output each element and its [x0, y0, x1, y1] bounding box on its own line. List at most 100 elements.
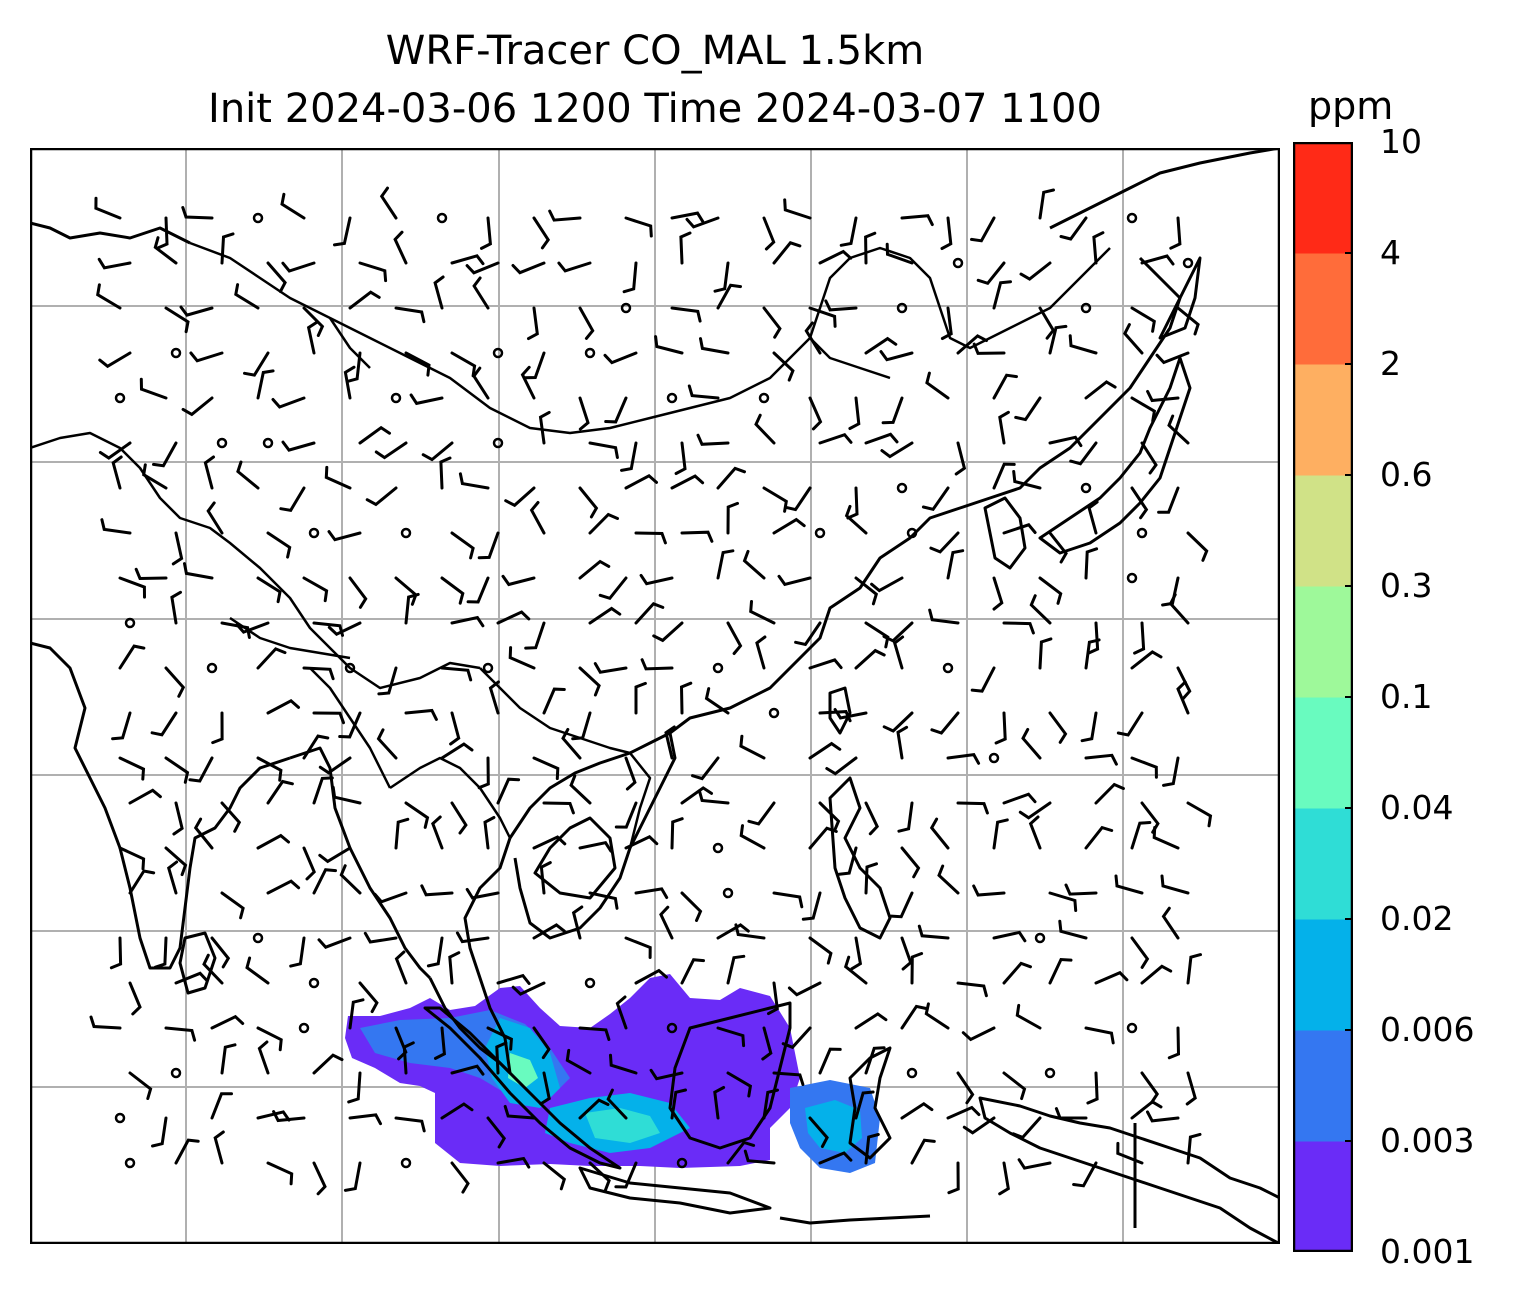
wind-barb	[1140, 254, 1175, 266]
wind-barb	[128, 1071, 153, 1100]
wind-barb	[761, 1026, 773, 1061]
wind-barb	[962, 1116, 996, 1135]
wind-barb	[578, 1098, 610, 1120]
wind-barb	[954, 441, 967, 476]
wind-barb	[404, 592, 420, 625]
wind-barb	[1140, 964, 1173, 985]
calm-wind-marker	[170, 1067, 182, 1079]
wind-barb	[578, 396, 590, 431]
wind-barb	[1130, 396, 1157, 423]
wind-barb	[946, 1105, 981, 1120]
wind-barb	[749, 600, 776, 625]
wind-barb	[111, 455, 123, 490]
map-border	[30, 148, 1280, 1244]
wind-barb	[128, 788, 162, 805]
wind-barb	[211, 711, 224, 745]
wind-barb	[318, 756, 352, 775]
wind-barb	[440, 1102, 474, 1120]
wind-barb	[339, 864, 362, 895]
wind-barb	[565, 1048, 592, 1075]
wind-barb	[588, 441, 619, 459]
wind-barb	[925, 371, 950, 400]
wind-barb	[496, 777, 521, 805]
coast-bay-east	[289, 746, 432, 980]
coast-russia	[1049, 148, 1280, 230]
wind-barb	[994, 711, 1007, 745]
colorbar-band	[1293, 1030, 1353, 1142]
wind-barb	[166, 860, 179, 895]
calm-wind-marker	[896, 482, 908, 494]
wind-barb	[956, 801, 989, 815]
wind-barb	[1169, 216, 1182, 250]
wind-barb	[210, 936, 231, 969]
calm-wind-marker	[492, 437, 504, 449]
wind-barb	[970, 216, 996, 243]
wind-barb	[833, 708, 868, 720]
wind-barb	[992, 818, 1009, 850]
wind-barb	[256, 647, 287, 670]
wind-barb	[345, 351, 362, 383]
wind-barb	[503, 1104, 536, 1120]
calm-wind-marker	[712, 662, 724, 674]
calm-wind-marker	[676, 1157, 688, 1169]
wind-barb	[532, 1026, 551, 1060]
colorbar-band	[1293, 253, 1353, 365]
wind-barb	[539, 861, 552, 895]
wind-barb	[449, 711, 461, 746]
wind-barb	[569, 774, 592, 805]
wind-barb	[937, 864, 960, 895]
wind-barb	[924, 1002, 950, 1030]
calm-wind-marker	[1080, 302, 1092, 314]
colorbar-unit-label: ppm	[1308, 84, 1394, 128]
wind-barb	[634, 887, 669, 899]
wind-barb	[1038, 576, 1063, 605]
wind-barb	[808, 396, 823, 431]
wind-barb	[477, 531, 500, 560]
wind-barb	[495, 1041, 508, 1075]
wind-barb	[1048, 957, 1073, 985]
wind-barb	[620, 441, 638, 472]
wind-barb	[1161, 906, 1180, 940]
wind-barb	[679, 681, 693, 715]
calm-wind-marker	[722, 887, 734, 899]
wind-barb	[331, 785, 362, 805]
wind-barb	[970, 666, 996, 693]
wind-barb	[1018, 801, 1052, 820]
wind-barb	[897, 801, 914, 833]
wind-barb	[256, 756, 283, 782]
wind-barb	[256, 833, 290, 850]
wind-barb	[879, 350, 914, 362]
wind-barb	[674, 441, 687, 475]
wind-barb	[772, 517, 806, 535]
coast-india	[30, 641, 291, 970]
wind-barb	[394, 817, 410, 850]
wind-barb	[100, 518, 132, 535]
wind-barb	[880, 441, 914, 459]
wind-barb	[111, 711, 132, 741]
wind-barb	[1186, 801, 1213, 828]
wind-barb	[94, 196, 122, 220]
coast-borneo	[668, 1001, 792, 1150]
wind-barb	[421, 441, 454, 462]
wind-barb	[529, 501, 546, 535]
coast-malay	[428, 837, 512, 1075]
wind-barb	[844, 504, 868, 535]
calm-wind-marker	[114, 392, 126, 404]
calm-wind-marker	[584, 977, 596, 989]
wind-barb	[578, 486, 599, 519]
wind-barb	[588, 891, 619, 910]
calm-wind-marker	[400, 1157, 412, 1169]
wind-barb	[1054, 1107, 1088, 1120]
wind-barb	[762, 486, 788, 513]
wind-barb	[508, 646, 536, 670]
calm-wind-marker	[482, 662, 494, 674]
wind-barb	[699, 337, 730, 355]
wind-barb	[1015, 1003, 1042, 1030]
wind-barb	[1122, 323, 1144, 355]
wind-barb	[940, 306, 953, 340]
wind-barb	[256, 1110, 291, 1122]
wind-barb	[622, 261, 638, 294]
wind-barb	[1011, 1116, 1042, 1140]
wind-barb	[882, 711, 914, 733]
wind-barb	[609, 1053, 638, 1075]
